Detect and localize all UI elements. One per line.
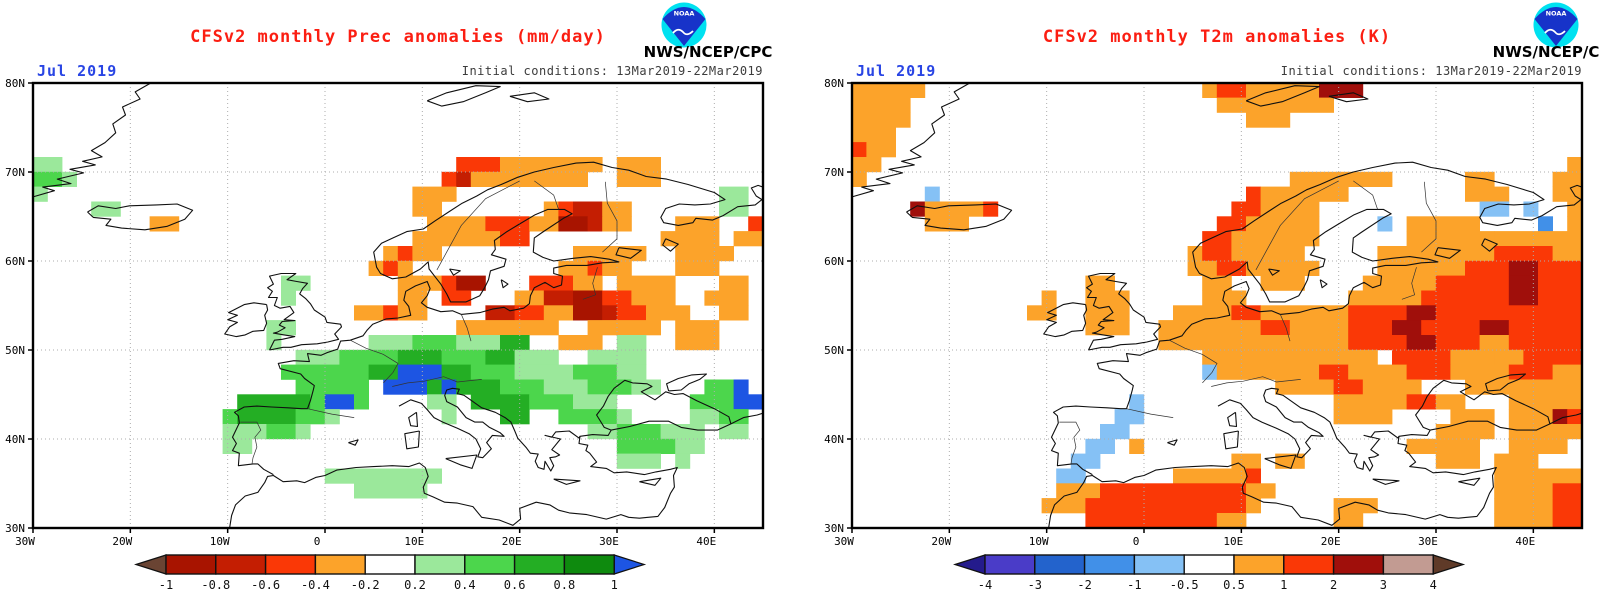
graticule xyxy=(33,83,763,528)
panel-prec: CFSv2 monthly Prec anomalies (mm/day) NO… xyxy=(0,0,781,599)
noaa-logo-text: NOAA xyxy=(674,10,695,18)
svg-text:60N: 60N xyxy=(824,255,844,268)
graticule xyxy=(852,83,1582,528)
svg-text:-1: -1 xyxy=(1127,578,1141,592)
svg-text:2: 2 xyxy=(1330,578,1337,592)
svg-text:0.2: 0.2 xyxy=(404,578,426,592)
svg-text:3: 3 xyxy=(1380,578,1387,592)
svg-text:20E: 20E xyxy=(502,535,522,548)
svg-text:10E: 10E xyxy=(404,535,424,548)
svg-text:40E: 40E xyxy=(1515,535,1535,548)
svg-text:-0.2: -0.2 xyxy=(351,578,380,592)
svg-text:-3: -3 xyxy=(1028,578,1042,592)
country-borders xyxy=(240,180,618,464)
init-conditions-label: Initial conditions: 13Mar2019-22Mar2019 xyxy=(461,64,763,78)
svg-text:-0.6: -0.6 xyxy=(251,578,280,592)
t2m-anomaly-cells xyxy=(851,82,1583,529)
agency-label: NWS/NCEP/CPC xyxy=(1492,43,1600,61)
svg-text:0: 0 xyxy=(1133,535,1140,548)
svg-text:1: 1 xyxy=(611,578,618,592)
noaa-logo-icon: NOAA xyxy=(1533,2,1579,48)
svg-text:40E: 40E xyxy=(696,535,716,548)
svg-text:70N: 70N xyxy=(824,166,844,179)
coastlines xyxy=(851,82,1583,529)
svg-text:0.8: 0.8 xyxy=(554,578,576,592)
svg-text:-2: -2 xyxy=(1077,578,1091,592)
svg-text:50N: 50N xyxy=(824,344,844,357)
svg-text:0.6: 0.6 xyxy=(504,578,526,592)
svg-text:1: 1 xyxy=(1280,578,1287,592)
svg-text:60N: 60N xyxy=(5,255,25,268)
page-title: CFSv2 monthly Prec anomalies (mm/day) xyxy=(190,27,606,47)
svg-text:10E: 10E xyxy=(1223,535,1243,548)
prec-anomaly-cells xyxy=(32,157,764,499)
prec-colorbar: -1 -0.8 -0.6 -0.4 -0.2 0.2 0.4 0.6 0.8 1 xyxy=(134,554,647,592)
svg-text:-0.5: -0.5 xyxy=(1170,578,1199,592)
svg-text:50N: 50N xyxy=(5,344,25,357)
svg-text:30N: 30N xyxy=(824,522,844,535)
svg-text:0.5: 0.5 xyxy=(1223,578,1245,592)
panel-t2m: CFSv2 monthly T2m anomalies (K) NOAA NWS… xyxy=(819,0,1600,599)
noaa-logo-text: NOAA xyxy=(1546,10,1567,18)
country-borders xyxy=(1059,180,1437,464)
t2m-colorbar: -4 -3 -2 -1 -0.5 0.5 1 2 3 4 xyxy=(953,554,1466,592)
svg-text:30E: 30E xyxy=(1418,535,1438,548)
svg-text:30W: 30W xyxy=(834,535,854,548)
svg-text:10W: 10W xyxy=(1029,535,1049,548)
svg-text:40N: 40N xyxy=(824,433,844,446)
svg-text:-1: -1 xyxy=(159,578,173,592)
svg-text:20W: 20W xyxy=(931,535,951,548)
colorbar-tick-labels: -4 -3 -2 -1 -0.5 0.5 1 2 3 4 xyxy=(978,578,1437,592)
svg-text:-0.4: -0.4 xyxy=(301,578,330,592)
svg-text:0: 0 xyxy=(314,535,321,548)
svg-text:80N: 80N xyxy=(5,77,25,90)
gull-icon xyxy=(672,28,694,36)
svg-text:40N: 40N xyxy=(5,433,25,446)
svg-text:20W: 20W xyxy=(112,535,132,548)
gull-icon xyxy=(1544,28,1566,36)
coastlines xyxy=(32,82,764,529)
agency-label: NWS/NCEP/CPC xyxy=(643,43,773,61)
svg-text:20E: 20E xyxy=(1321,535,1341,548)
svg-text:30E: 30E xyxy=(599,535,619,548)
colorbar-tick-labels: -1 -0.8 -0.6 -0.4 -0.2 0.2 0.4 0.6 0.8 1 xyxy=(159,578,618,592)
svg-text:-4: -4 xyxy=(978,578,992,592)
page-title: CFSv2 monthly T2m anomalies (K) xyxy=(1042,27,1392,47)
svg-text:30W: 30W xyxy=(15,535,35,548)
svg-text:4: 4 xyxy=(1430,578,1437,592)
svg-text:70N: 70N xyxy=(5,166,25,179)
svg-text:80N: 80N xyxy=(824,77,844,90)
svg-text:0.4: 0.4 xyxy=(454,578,476,592)
init-conditions-label: Initial conditions: 13Mar2019-22Mar2019 xyxy=(1280,64,1582,78)
noaa-logo-icon: NOAA xyxy=(661,2,707,48)
month-label: Jul 2019 xyxy=(37,62,118,80)
month-label: Jul 2019 xyxy=(856,62,937,80)
svg-text:30N: 30N xyxy=(5,522,25,535)
svg-text:10W: 10W xyxy=(210,535,230,548)
svg-text:-0.8: -0.8 xyxy=(201,578,230,592)
